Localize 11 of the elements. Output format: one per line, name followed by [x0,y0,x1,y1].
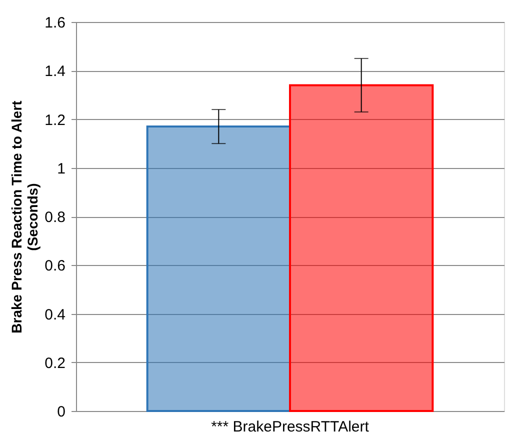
y-tick-label: 0 [57,404,66,420]
y-tick-label: 1.4 [44,63,66,80]
y-tick-label: 1 [57,160,66,178]
x-tick-label: *** BrakePressRTTAlert [211,418,370,436]
y-tick-label: 0.6 [44,258,66,275]
y-tick-label: 1.2 [44,112,66,129]
y-axis-title: Brake Press Reaction Time to Alert (Seconds) [8,100,41,334]
y-tick-label: 1.6 [44,14,66,32]
y-tick-label: 0.2 [44,354,66,372]
y-tick-label: 0.4 [44,306,66,324]
y-tick-label: 0.8 [44,209,66,226]
